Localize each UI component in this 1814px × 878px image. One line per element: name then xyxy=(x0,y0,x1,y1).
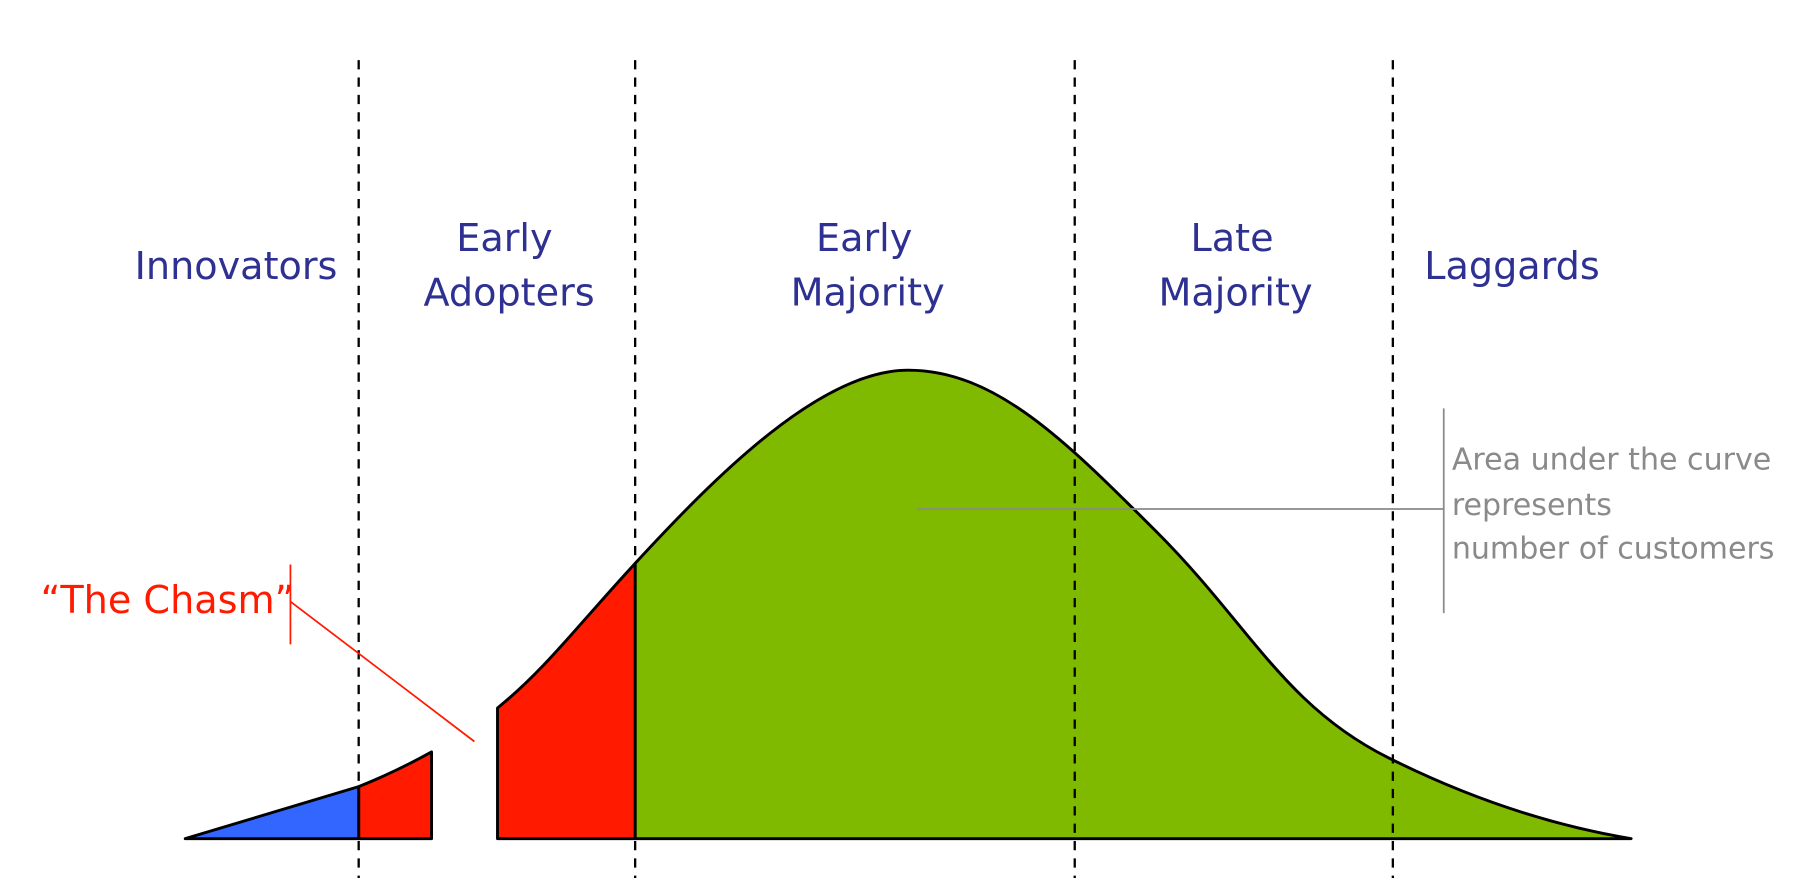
note-line: Area under the curve xyxy=(1452,443,1771,478)
note-line: represents xyxy=(1452,488,1612,523)
segment-label: Majority xyxy=(1158,271,1312,315)
note-line: number of customers xyxy=(1452,532,1775,567)
innovators-area xyxy=(183,785,361,841)
chasm-label: “The Chasm” xyxy=(41,579,295,623)
segment-label: Late xyxy=(1191,217,1274,261)
segment-label: Adopters xyxy=(423,271,594,315)
segment-label: Early xyxy=(816,217,912,261)
majority-area xyxy=(633,368,1633,841)
early-adopters-small-area xyxy=(357,750,434,841)
segment-label: Innovators xyxy=(135,245,338,289)
chasm-pointer xyxy=(289,600,475,743)
segment-label: Majority xyxy=(791,271,945,315)
segment-label: Early xyxy=(456,217,552,261)
early-adopters-area xyxy=(496,561,637,841)
segment-label: Laggards xyxy=(1424,245,1600,289)
